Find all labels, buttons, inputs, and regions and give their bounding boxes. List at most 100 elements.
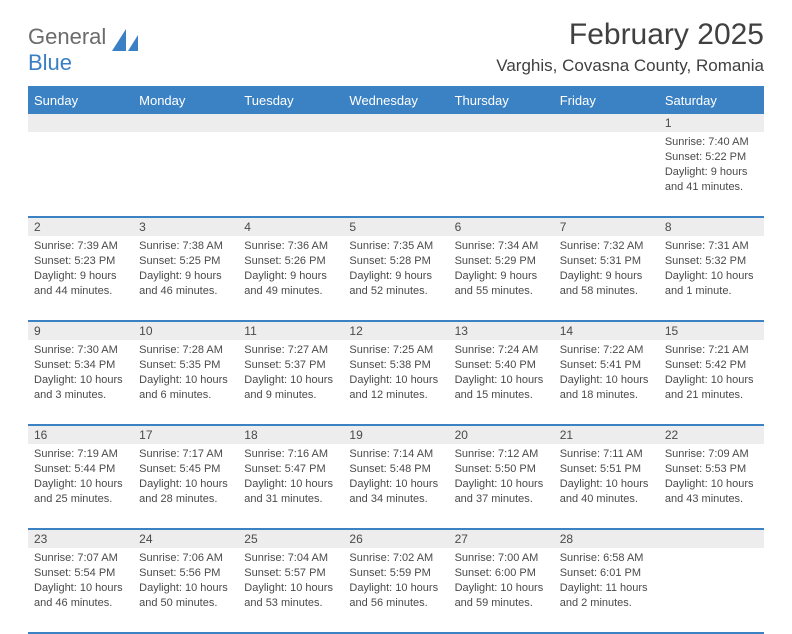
sun-info: Sunrise: 7:02 AMSunset: 5:59 PMDaylight:… xyxy=(349,551,442,610)
day-number: 23 xyxy=(28,530,133,548)
daylight-text: Daylight: 10 hours xyxy=(244,581,337,596)
day-number: 5 xyxy=(343,218,448,236)
calendar-cell: Sunrise: 7:38 AMSunset: 5:25 PMDaylight:… xyxy=(133,236,238,320)
daylight-text: Daylight: 9 hours xyxy=(139,269,232,284)
sun-info: Sunrise: 7:21 AMSunset: 5:42 PMDaylight:… xyxy=(665,343,758,402)
sun-info: Sunrise: 7:24 AMSunset: 5:40 PMDaylight:… xyxy=(455,343,548,402)
sunrise-text: Sunrise: 7:19 AM xyxy=(34,447,127,462)
weekday-header: Friday xyxy=(554,88,659,114)
daylight-text: Daylight: 10 hours xyxy=(665,269,758,284)
sunset-text: Sunset: 5:38 PM xyxy=(349,358,442,373)
sun-info: Sunrise: 7:25 AMSunset: 5:38 PMDaylight:… xyxy=(349,343,442,402)
sunrise-text: Sunrise: 7:25 AM xyxy=(349,343,442,358)
sun-info: Sunrise: 7:27 AMSunset: 5:37 PMDaylight:… xyxy=(244,343,337,402)
day-number: 14 xyxy=(554,322,659,340)
sun-info: Sunrise: 7:32 AMSunset: 5:31 PMDaylight:… xyxy=(560,239,653,298)
sunrise-text: Sunrise: 7:40 AM xyxy=(665,135,758,150)
sunrise-text: Sunrise: 7:28 AM xyxy=(139,343,232,358)
daylight-text: and 52 minutes. xyxy=(349,284,442,299)
daylight-text: and 53 minutes. xyxy=(244,596,337,611)
sunrise-text: Sunrise: 7:14 AM xyxy=(349,447,442,462)
calendar-cell: Sunrise: 7:34 AMSunset: 5:29 PMDaylight:… xyxy=(449,236,554,320)
day-number: 16 xyxy=(28,426,133,444)
day-number: 11 xyxy=(238,322,343,340)
calendar: Sunday Monday Tuesday Wednesday Thursday… xyxy=(28,86,764,634)
calendar-cell: Sunrise: 7:02 AMSunset: 5:59 PMDaylight:… xyxy=(343,548,448,632)
daylight-text: and 41 minutes. xyxy=(665,180,758,195)
day-number: 10 xyxy=(133,322,238,340)
sunrise-text: Sunrise: 7:06 AM xyxy=(139,551,232,566)
day-number: 26 xyxy=(343,530,448,548)
sun-info: Sunrise: 7:39 AMSunset: 5:23 PMDaylight:… xyxy=(34,239,127,298)
daynum-row: 1 xyxy=(28,114,764,132)
day-number xyxy=(449,114,554,132)
daylight-text: and 50 minutes. xyxy=(139,596,232,611)
daylight-text: and 12 minutes. xyxy=(349,388,442,403)
day-number xyxy=(28,114,133,132)
week-cells: Sunrise: 7:19 AMSunset: 5:44 PMDaylight:… xyxy=(28,444,764,528)
daylight-text: Daylight: 10 hours xyxy=(139,373,232,388)
sunset-text: Sunset: 5:57 PM xyxy=(244,566,337,581)
daylight-text: and 43 minutes. xyxy=(665,492,758,507)
sun-info: Sunrise: 7:36 AMSunset: 5:26 PMDaylight:… xyxy=(244,239,337,298)
sunset-text: Sunset: 5:50 PM xyxy=(455,462,548,477)
sunset-text: Sunset: 6:00 PM xyxy=(455,566,548,581)
calendar-cell: Sunrise: 7:25 AMSunset: 5:38 PMDaylight:… xyxy=(343,340,448,424)
daylight-text: Daylight: 10 hours xyxy=(560,477,653,492)
sun-info: Sunrise: 7:17 AMSunset: 5:45 PMDaylight:… xyxy=(139,447,232,506)
daynum-row: 232425262728 xyxy=(28,530,764,548)
sun-info: Sunrise: 7:40 AMSunset: 5:22 PMDaylight:… xyxy=(665,135,758,194)
sunset-text: Sunset: 5:32 PM xyxy=(665,254,758,269)
weekday-header: Wednesday xyxy=(343,88,448,114)
sun-info: Sunrise: 7:34 AMSunset: 5:29 PMDaylight:… xyxy=(455,239,548,298)
day-number: 19 xyxy=(343,426,448,444)
sunset-text: Sunset: 5:59 PM xyxy=(349,566,442,581)
calendar-cell: Sunrise: 6:58 AMSunset: 6:01 PMDaylight:… xyxy=(554,548,659,632)
sun-info: Sunrise: 7:00 AMSunset: 6:00 PMDaylight:… xyxy=(455,551,548,610)
logo-text: General Blue xyxy=(28,24,106,76)
calendar-cell xyxy=(554,132,659,216)
daylight-text: Daylight: 10 hours xyxy=(349,373,442,388)
calendar-cell: Sunrise: 7:39 AMSunset: 5:23 PMDaylight:… xyxy=(28,236,133,320)
day-number: 25 xyxy=(238,530,343,548)
sun-info: Sunrise: 7:11 AMSunset: 5:51 PMDaylight:… xyxy=(560,447,653,506)
day-number: 22 xyxy=(659,426,764,444)
week-cells: Sunrise: 7:30 AMSunset: 5:34 PMDaylight:… xyxy=(28,340,764,424)
daylight-text: and 28 minutes. xyxy=(139,492,232,507)
sunset-text: Sunset: 5:45 PM xyxy=(139,462,232,477)
day-number: 21 xyxy=(554,426,659,444)
calendar-cell xyxy=(659,548,764,632)
calendar-cell: Sunrise: 7:14 AMSunset: 5:48 PMDaylight:… xyxy=(343,444,448,528)
calendar-cell: Sunrise: 7:06 AMSunset: 5:56 PMDaylight:… xyxy=(133,548,238,632)
week-block: 232425262728Sunrise: 7:07 AMSunset: 5:54… xyxy=(28,530,764,634)
daylight-text: and 49 minutes. xyxy=(244,284,337,299)
daylight-text: Daylight: 10 hours xyxy=(560,373,653,388)
daynum-row: 16171819202122 xyxy=(28,426,764,444)
daylight-text: and 31 minutes. xyxy=(244,492,337,507)
sunset-text: Sunset: 5:35 PM xyxy=(139,358,232,373)
calendar-cell: Sunrise: 7:40 AMSunset: 5:22 PMDaylight:… xyxy=(659,132,764,216)
calendar-cell: Sunrise: 7:04 AMSunset: 5:57 PMDaylight:… xyxy=(238,548,343,632)
sunset-text: Sunset: 5:26 PM xyxy=(244,254,337,269)
day-number: 28 xyxy=(554,530,659,548)
daylight-text: and 37 minutes. xyxy=(455,492,548,507)
calendar-cell: Sunrise: 7:22 AMSunset: 5:41 PMDaylight:… xyxy=(554,340,659,424)
sunset-text: Sunset: 5:29 PM xyxy=(455,254,548,269)
daylight-text: and 6 minutes. xyxy=(139,388,232,403)
sun-info: Sunrise: 7:04 AMSunset: 5:57 PMDaylight:… xyxy=(244,551,337,610)
daylight-text: and 15 minutes. xyxy=(455,388,548,403)
sunset-text: Sunset: 5:31 PM xyxy=(560,254,653,269)
day-number xyxy=(343,114,448,132)
day-number: 3 xyxy=(133,218,238,236)
daylight-text: and 21 minutes. xyxy=(665,388,758,403)
calendar-cell xyxy=(133,132,238,216)
calendar-cell: Sunrise: 7:27 AMSunset: 5:37 PMDaylight:… xyxy=(238,340,343,424)
daylight-text: Daylight: 9 hours xyxy=(560,269,653,284)
daylight-text: Daylight: 10 hours xyxy=(34,373,127,388)
daylight-text: Daylight: 10 hours xyxy=(139,581,232,596)
calendar-cell: Sunrise: 7:11 AMSunset: 5:51 PMDaylight:… xyxy=(554,444,659,528)
daylight-text: and 46 minutes. xyxy=(34,596,127,611)
day-number: 2 xyxy=(28,218,133,236)
day-number: 6 xyxy=(449,218,554,236)
day-number: 17 xyxy=(133,426,238,444)
